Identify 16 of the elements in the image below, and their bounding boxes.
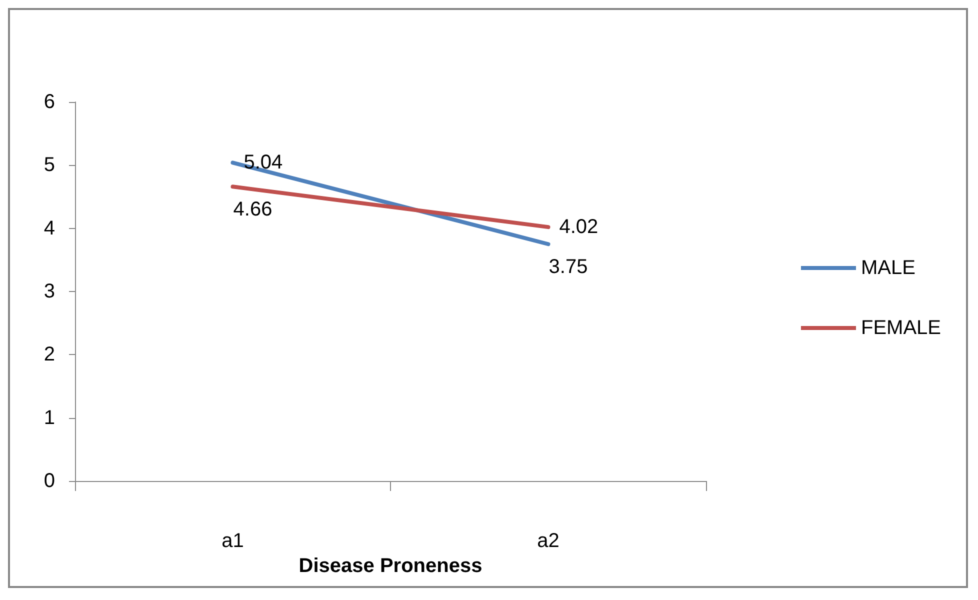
y-tick-label: 1 (44, 406, 55, 429)
y-tick-label: 6 (44, 91, 55, 113)
data-label: 3.75 (548, 256, 588, 278)
x-tick-label: a1 (222, 530, 244, 552)
y-tick-label: 0 (44, 470, 55, 492)
data-label: 4.02 (559, 216, 598, 238)
data-label: 5.04 (244, 152, 283, 174)
legend-label: FEMALE (860, 317, 942, 339)
y-tick-label: 3 (44, 280, 55, 302)
x-tick-label: a2 (537, 530, 560, 552)
x-axis-title: Disease Proneness (298, 554, 482, 577)
y-tick-label: 2 (44, 344, 55, 366)
legend-label: MALE (860, 257, 916, 279)
y-tick-label: 5 (44, 154, 55, 176)
data-label: 4.66 (233, 198, 272, 221)
y-tick-label: 4 (44, 217, 55, 240)
